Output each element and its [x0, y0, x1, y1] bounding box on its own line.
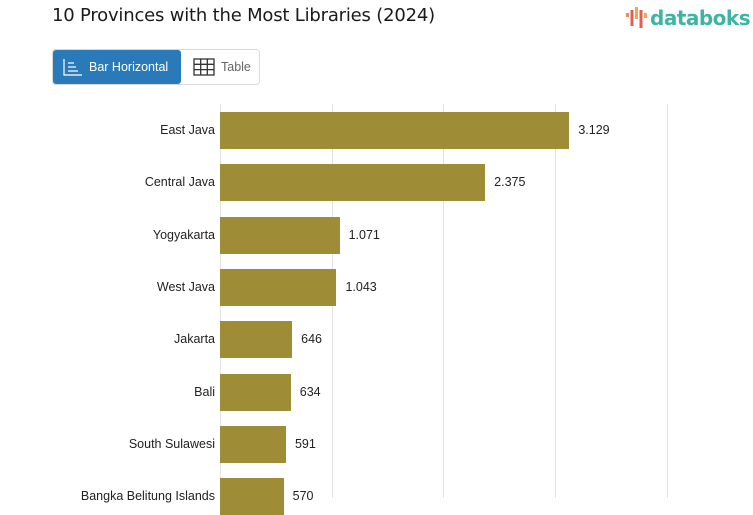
category-label: Bali	[194, 384, 215, 399]
chart-title: 10 Provinces with the Most Libraries (20…	[52, 5, 435, 26]
category-label: South Sulawesi	[128, 436, 215, 451]
category-label: Jakarta	[174, 332, 215, 347]
value-label: 634	[299, 384, 321, 399]
category-label: East Java	[160, 123, 215, 137]
value-label: 591	[294, 436, 316, 451]
bar-horizontal-button[interactable]: Bar Horizontal	[53, 50, 181, 84]
bar[interactable]	[220, 112, 570, 149]
bar[interactable]	[220, 425, 286, 463]
value-label: 2.375	[494, 175, 526, 190]
bar-horizontal-label: Bar Horizontal	[89, 60, 169, 74]
value-label: 3.129	[578, 123, 610, 137]
logo-text: databoks	[650, 6, 751, 30]
bar[interactable]	[220, 478, 284, 515]
bar-chart: East Java 3.129 Central Java 2.375 Yogyakart…	[0, 104, 753, 515]
gridline	[666, 104, 668, 498]
category-label: Bangka Belitung Islands	[80, 489, 215, 504]
table-button[interactable]: Table	[181, 50, 251, 84]
table-grid-icon	[193, 58, 215, 76]
bar[interactable]	[220, 373, 291, 411]
value-label: 1.043	[345, 279, 377, 294]
value-label: 570	[292, 489, 314, 504]
category-label: West Java	[156, 279, 215, 294]
gridline	[554, 104, 556, 498]
category-label: Yogyakarta	[152, 227, 215, 242]
table-label: Table	[221, 60, 251, 74]
view-toggle: Bar Horizontal Table	[52, 49, 260, 85]
databoks-logo[interactable]: databoks	[626, 6, 751, 30]
bar-horizontal-icon	[63, 59, 82, 76]
category-label: Central Java	[144, 175, 215, 190]
bar[interactable]	[220, 216, 340, 254]
gridline	[443, 104, 445, 498]
databoks-logo-icon	[626, 7, 647, 28]
bar[interactable]	[220, 268, 337, 306]
bar[interactable]	[220, 321, 293, 359]
value-label: 1.071	[348, 227, 380, 242]
value-label: 646	[301, 332, 322, 347]
bar[interactable]	[220, 164, 486, 202]
